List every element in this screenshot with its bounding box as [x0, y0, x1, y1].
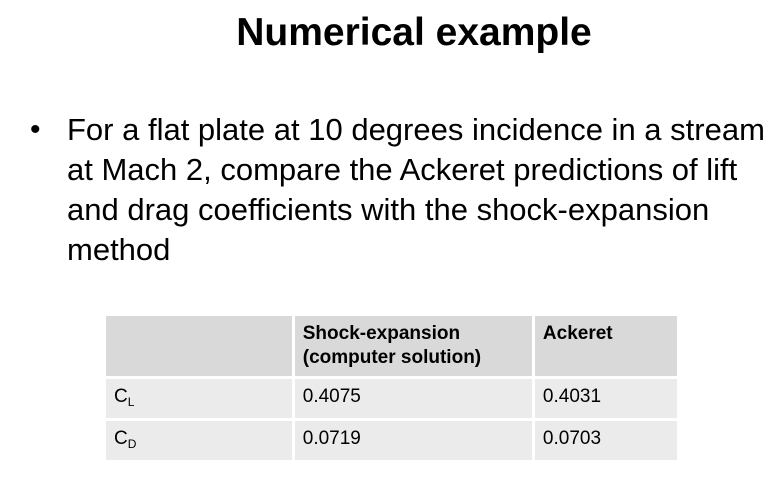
- coefficient-subscript: D: [127, 437, 137, 451]
- bullet-text: For a flat plate at 10 degrees incidence…: [67, 112, 765, 267]
- coefficient-symbol: C: [114, 386, 128, 407]
- bullet-dot-icon: •: [30, 113, 41, 146]
- coefficient-subscript: L: [127, 395, 135, 409]
- comparison-table: Shock-expansion (computer solution) Acke…: [103, 313, 681, 463]
- table-header-ackeret: Ackeret: [531, 313, 681, 379]
- table-header-blank: [103, 313, 295, 379]
- table-cell-shock-expansion: 0.4075: [291, 376, 535, 421]
- coefficient-symbol: C: [114, 428, 128, 449]
- table-row-lift-coefficient: CL 0.4075 0.4031: [103, 376, 681, 421]
- table-cell-label: CL: [103, 376, 295, 421]
- table-cell-label: CD: [103, 418, 295, 463]
- table-row-drag-coefficient: CD 0.0719 0.0703: [103, 418, 681, 463]
- table-cell-ackeret: 0.4031: [531, 376, 681, 421]
- slide-title: Numerical example: [236, 11, 592, 54]
- table-cell-shock-expansion: 0.0719: [291, 418, 535, 463]
- table-cell-ackeret: 0.0703: [531, 418, 681, 463]
- table-header-shock-expansion: Shock-expansion (computer solution): [291, 313, 535, 379]
- table-header-row: Shock-expansion (computer solution) Acke…: [103, 313, 681, 379]
